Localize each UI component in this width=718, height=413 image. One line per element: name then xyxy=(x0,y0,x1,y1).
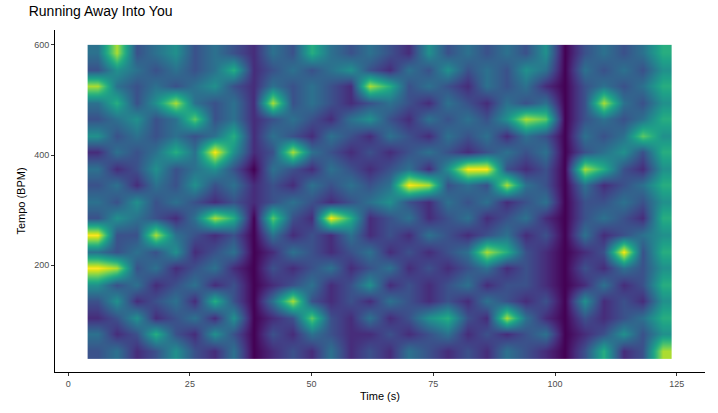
svg-text:50: 50 xyxy=(307,379,317,389)
svg-text:0: 0 xyxy=(66,379,71,389)
svg-text:Running Away Into You: Running Away Into You xyxy=(29,3,173,19)
svg-text:600: 600 xyxy=(34,40,49,50)
svg-text:200: 200 xyxy=(34,260,49,270)
svg-text:75: 75 xyxy=(428,379,438,389)
svg-text:400: 400 xyxy=(34,150,49,160)
svg-text:Time (s): Time (s) xyxy=(360,390,400,402)
svg-text:Tempo (BPM): Tempo (BPM) xyxy=(15,167,27,234)
svg-text:125: 125 xyxy=(669,379,684,389)
svg-text:100: 100 xyxy=(548,379,563,389)
svg-text:25: 25 xyxy=(185,379,195,389)
